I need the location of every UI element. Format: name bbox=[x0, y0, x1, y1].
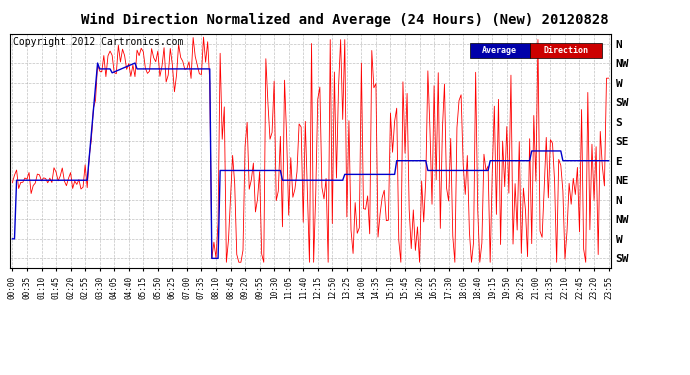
Text: Direction: Direction bbox=[543, 46, 588, 55]
Text: Average: Average bbox=[482, 46, 517, 55]
Text: Wind Direction Normalized and Average (24 Hours) (New) 20120828: Wind Direction Normalized and Average (2… bbox=[81, 13, 609, 27]
FancyBboxPatch shape bbox=[530, 43, 602, 58]
FancyBboxPatch shape bbox=[470, 43, 530, 58]
Text: Copyright 2012 Cartronics.com: Copyright 2012 Cartronics.com bbox=[13, 37, 184, 47]
